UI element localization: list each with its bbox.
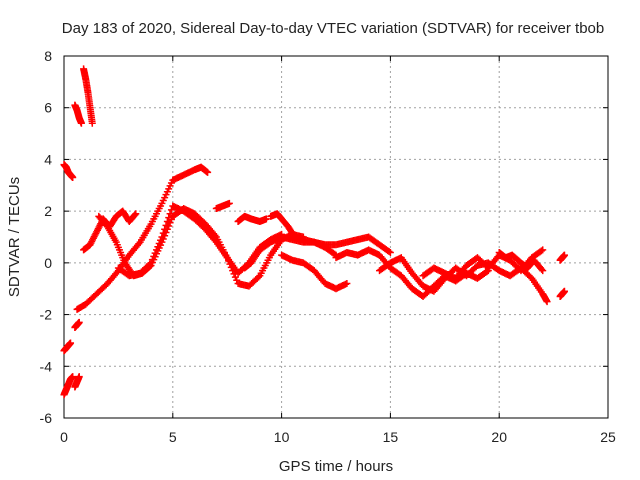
data-point [161,225,169,233]
data-point [88,119,96,127]
data-point [131,211,139,219]
x-axis-label: GPS time / hours [279,458,393,475]
data-point [560,251,568,259]
data-point [165,214,173,222]
data-point [225,257,233,265]
series-track-6 [71,373,83,391]
tick-layer: 0 5 10 15 20 25 -6 -4 -2 0 2 4 6 8 [40,48,616,445]
data-point [151,249,159,257]
series-track-12 [212,199,233,213]
data-point [75,373,83,381]
y-tick-label: 4 [44,151,52,167]
data-point [538,265,546,273]
data-point [543,298,551,306]
data-point [67,339,75,347]
series-track-1 [60,161,77,182]
data-point [162,221,170,229]
series-track-5 [60,373,77,399]
data-point [158,233,166,241]
data-point [154,243,162,251]
data-point [262,215,270,223]
data-point [560,287,568,295]
series-track-11 [114,202,307,290]
series-track-22 [556,287,568,300]
points-layer [60,65,568,399]
data-point [226,260,234,268]
data-point [231,273,239,281]
y-tick-label: -4 [40,358,53,374]
y-tick-label: 2 [44,203,52,219]
x-tick-label: 10 [274,429,290,445]
series-track-9 [80,207,140,254]
data-point [254,273,262,281]
data-point [233,276,241,284]
data-point [69,373,77,381]
plot-frame [63,55,609,419]
series-track-21 [556,251,568,264]
series-track-14 [267,210,394,257]
data-point [343,280,351,288]
series-track-20 [495,249,547,275]
series-track-16 [278,251,351,293]
data-point [163,217,171,225]
series-track-2 [71,101,85,127]
data-point [155,239,163,247]
y-tick-label: 0 [44,255,52,271]
data-point [157,236,165,244]
data-point [69,174,77,182]
data-point [75,318,83,326]
series-track-3 [80,65,96,127]
series-track-15 [241,233,340,272]
x-tick-label: 0 [60,429,68,445]
data-point [386,249,394,257]
series-track-4 [60,339,75,355]
data-point [159,229,167,237]
y-tick-label: -2 [40,307,53,323]
series-track-7 [71,318,83,331]
y-axis-label: SDTVAR / TECUs [6,177,23,297]
data-point [539,246,547,254]
x-tick-label: 15 [383,429,399,445]
data-point [225,199,233,207]
data-point [132,210,140,218]
series-track-13 [234,212,270,225]
x-tick-label: 20 [491,429,507,445]
y-tick-label: -6 [40,410,53,426]
data-point [385,248,393,256]
data-point [146,260,154,268]
data-point [77,119,85,127]
data-point [537,247,545,255]
data-point [150,252,158,260]
chart-title: Day 183 of 2020, Sidereal Day-to-day VTE… [62,20,604,37]
x-tick-label: 25 [600,429,616,445]
data-point [223,254,231,262]
data-point [230,270,238,278]
data-point [147,259,155,267]
data-point [166,210,174,218]
data-point [148,256,156,264]
y-tick-label: 8 [44,48,52,64]
data-point [229,267,237,275]
data-point [152,246,160,254]
data-point [227,263,235,271]
data-point [204,168,212,176]
series-track-19 [419,246,547,282]
x-tick-label: 5 [169,429,177,445]
y-tick-label: 6 [44,100,52,116]
data-point [539,267,547,275]
